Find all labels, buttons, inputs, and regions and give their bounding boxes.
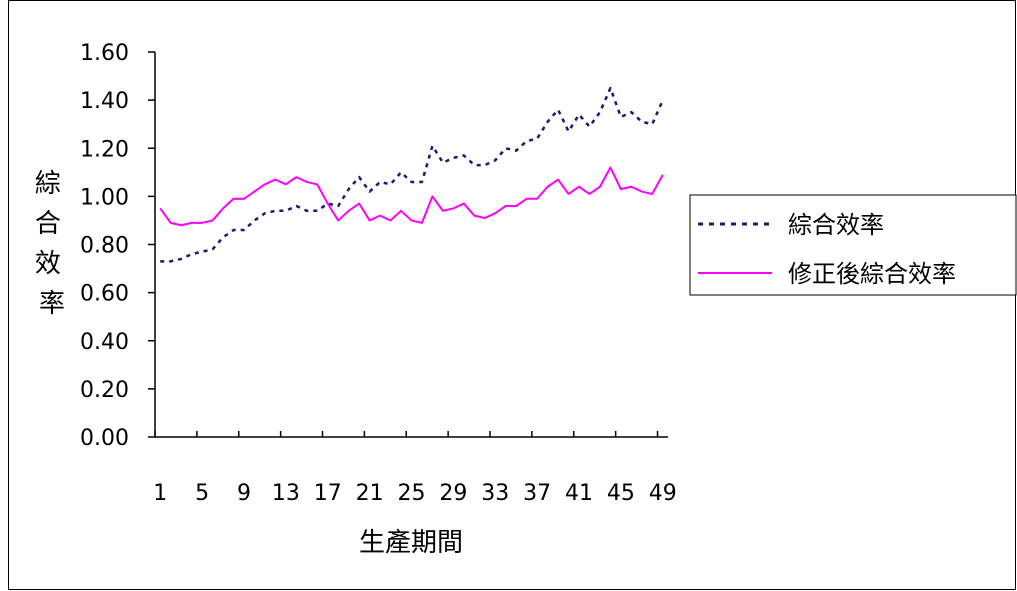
legend-box [689, 194, 1017, 296]
x-tick-label: 13 [272, 481, 300, 506]
y-tick-label: 1.60 [80, 41, 129, 66]
y-tick-label: 0.60 [80, 282, 129, 307]
x-tick-label: 29 [439, 481, 467, 506]
legend: 綜合效率 修正後綜合效率 [689, 194, 1017, 296]
x-tick-label: 33 [481, 481, 509, 506]
y-tick-label: 0.00 [80, 426, 129, 451]
x-tick-label: 5 [195, 481, 209, 506]
legend-label-series-1: 綜合效率 [788, 211, 884, 239]
y-axis-title-char-3: 效 [35, 249, 61, 279]
series-line-1 [160, 86, 664, 263]
x-tick-label: 1 [153, 481, 167, 506]
y-tick-label: 1.20 [80, 137, 129, 162]
series-line-2 [159, 166, 664, 227]
x-ticks: 1 5 9 13 17 21 25 29 33 37 41 45 49 [153, 431, 677, 506]
x-tick-label: 49 [649, 481, 677, 506]
y-tick-label: 0.20 [80, 378, 129, 403]
y-axis-title-char-2: 合 [35, 209, 61, 239]
y-tick-label: 1.00 [80, 185, 129, 210]
legend-label-series-2: 修正後綜合效率 [788, 260, 956, 288]
x-tick-label: 41 [565, 481, 593, 506]
x-tick-label: 45 [607, 481, 635, 506]
x-tick-label: 9 [237, 481, 251, 506]
y-tick-label: 0.40 [80, 330, 129, 355]
x-tick-label: 21 [356, 481, 384, 506]
series-layer [159, 86, 664, 263]
y-tick-label: 0.80 [80, 234, 129, 259]
y-axis-title-char-1: 綜 [35, 169, 61, 199]
plot-area: 0.00 0.20 0.40 0.60 0.80 1.00 1.20 1.40 1.60 1 5 9… [80, 41, 677, 506]
y-tick-label: 1.40 [80, 89, 129, 114]
x-tick-label: 37 [523, 481, 551, 506]
y-axis-title-char-4: 率 [39, 289, 65, 319]
x-tick-label: 17 [314, 481, 342, 506]
x-tick-label: 25 [398, 481, 426, 506]
x-axis-title: 生產期間 [359, 528, 463, 558]
y-ticks: 0.00 0.20 0.40 0.60 0.80 1.00 1.20 1.40 1.60 [80, 41, 155, 451]
y-axis-title: 綜 合 效 率 [35, 169, 69, 319]
